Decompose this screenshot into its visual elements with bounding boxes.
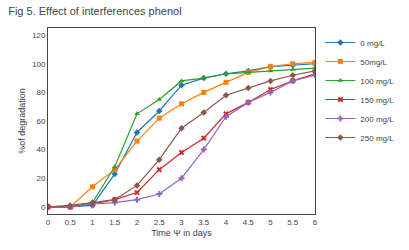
svg-text:5: 5 [268,218,273,227]
svg-text:3: 3 [179,218,184,227]
svg-text:50mg/L: 50mg/L [360,58,387,67]
svg-text:1: 1 [90,218,95,227]
svg-text:80: 80 [36,88,45,97]
svg-text:100 mg/L: 100 mg/L [360,77,394,86]
svg-text:100: 100 [32,60,46,69]
svg-text:6: 6 [313,218,318,227]
svg-text:4.5: 4.5 [243,218,255,227]
svg-text:5.5: 5.5 [287,218,299,227]
svg-text:250 mg/L: 250 mg/L [360,134,394,143]
svg-text:0 mg/L: 0 mg/L [360,39,385,48]
svg-text:40: 40 [36,145,45,154]
svg-text:20: 20 [36,174,45,183]
svg-text:%of degradation: %of degradation [17,88,27,154]
svg-text:200 mg/L: 200 mg/L [360,115,394,124]
svg-text:120: 120 [32,31,46,40]
svg-text:60: 60 [36,117,45,126]
svg-text:0: 0 [41,203,46,212]
svg-text:2: 2 [135,218,140,227]
svg-text:2.5: 2.5 [154,218,166,227]
svg-text:Fig 5. Effect of interferences: Fig 5. Effect of interferences phenol [8,5,181,17]
svg-text:150 mg/L: 150 mg/L [360,96,394,105]
svg-text:4: 4 [224,218,229,227]
svg-text:Time Ψ in days: Time Ψ in days [151,228,212,238]
svg-text:3.5: 3.5 [198,218,210,227]
svg-text:1.5: 1.5 [109,218,121,227]
svg-text:0.5: 0.5 [65,218,77,227]
svg-text:0: 0 [46,218,51,227]
